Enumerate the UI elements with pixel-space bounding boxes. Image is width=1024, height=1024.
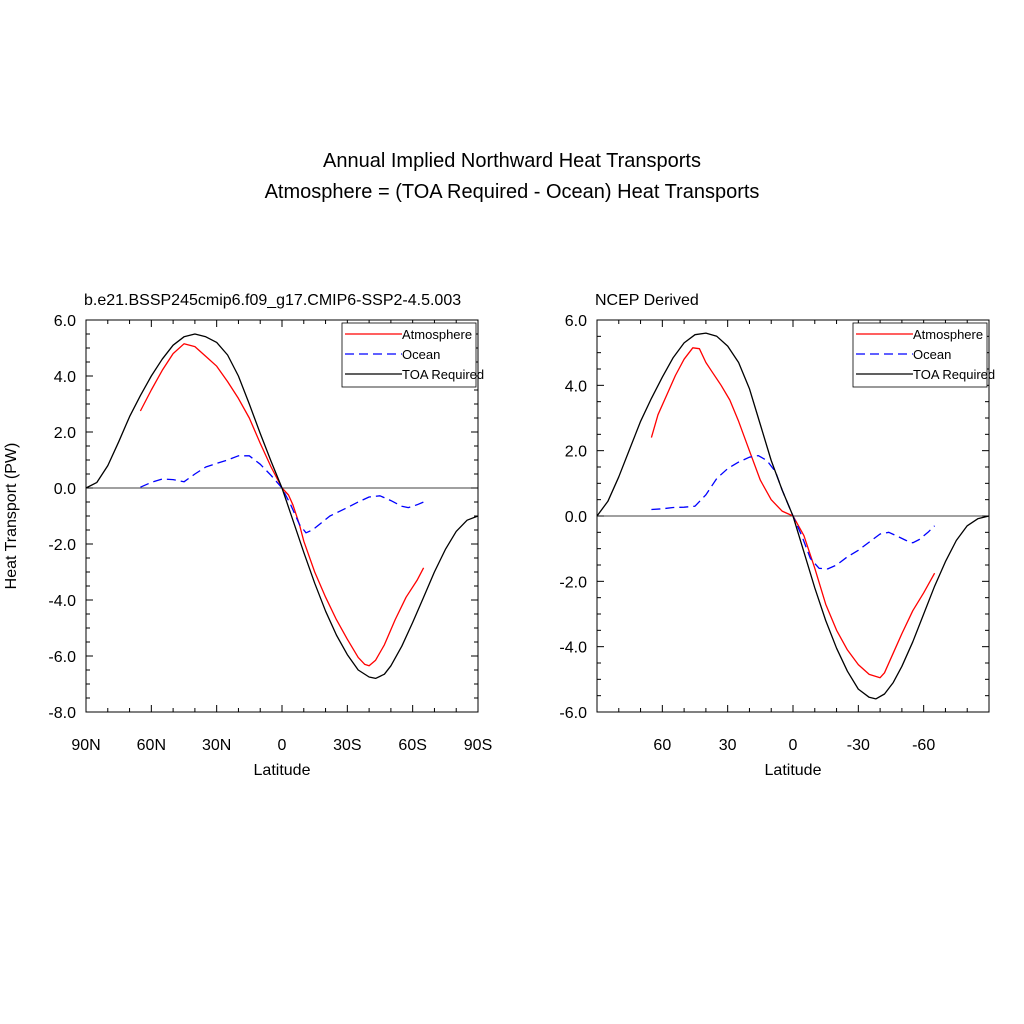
x-tick-label: 60S	[398, 737, 426, 754]
x-tick-label: 60	[653, 737, 671, 754]
legend: Atmosphere Ocean TOA Required	[341, 322, 484, 388]
figure-title-line-1: Annual Implied Northward Heat Transports	[323, 150, 701, 172]
y-tick-label: -2.0	[559, 574, 587, 591]
y-tick-label: 6.0	[565, 313, 587, 330]
x-tick-label: 0	[278, 737, 287, 754]
x-tick-label: 60N	[137, 737, 166, 754]
series-atmosphere	[650, 347, 936, 679]
series-ocean	[651, 454, 936, 570]
y-tick-label: 4.0	[565, 378, 587, 395]
x-tick-label: -60	[912, 737, 935, 754]
x-axis-label: Latitude	[765, 762, 822, 779]
x-axis-label: Latitude	[254, 762, 311, 779]
panel-title: NCEP Derived	[595, 292, 699, 309]
legend-label: Atmosphere	[402, 327, 472, 342]
y-axis-label: Heat Transport (PW)	[3, 443, 20, 590]
y-tick-label: -2.0	[48, 537, 76, 554]
panel-2: NCEP Derived -6.0 -4.0 -2.0 0.0 2.0 4.0 6.0 60 30…	[559, 292, 995, 779]
x-tick-label: 90S	[464, 737, 492, 754]
x-tick-label: 90N	[71, 737, 100, 754]
legend-label: Atmosphere	[913, 327, 983, 342]
y-tick-label: 2.0	[54, 425, 76, 442]
y-tick-label: 0.0	[54, 481, 76, 498]
legend-label: Ocean	[402, 347, 440, 362]
y-tick-label: 4.0	[54, 369, 76, 386]
legend-label: Ocean	[913, 347, 951, 362]
y-tick-label: -4.0	[559, 640, 587, 657]
y-tick-label: 0.0	[565, 509, 587, 526]
x-tick-label: 30	[719, 737, 737, 754]
series-ocean	[140, 455, 424, 534]
series-atmosphere	[139, 343, 425, 667]
legend-label: TOA Required	[913, 367, 995, 382]
x-tick-label: 0	[789, 737, 798, 754]
y-tick-label: -6.0	[559, 705, 587, 722]
series-toa-required	[596, 332, 990, 700]
x-tick-label: 30S	[333, 737, 361, 754]
y-tick-label: -4.0	[48, 593, 76, 610]
y-tick-label: -6.0	[48, 649, 76, 666]
y-tick-label: -8.0	[48, 705, 76, 722]
series-toa-required	[85, 333, 479, 680]
panel-1: b.e21.BSSP245cmip6.f09_g17.CMIP6-SSP2-4.…	[3, 292, 492, 779]
figure-title-line-2: Atmosphere = (TOA Required - Ocean) Heat…	[264, 181, 760, 203]
x-tick-label: -30	[847, 737, 870, 754]
y-tick-label: 6.0	[54, 313, 76, 330]
legend: Atmosphere Ocean TOA Required	[852, 322, 995, 388]
panel-title: b.e21.BSSP245cmip6.f09_g17.CMIP6-SSP2-4.…	[84, 292, 461, 309]
y-tick-label: 2.0	[565, 444, 587, 461]
legend-label: TOA Required	[402, 367, 484, 382]
x-tick-label: 30N	[202, 737, 231, 754]
